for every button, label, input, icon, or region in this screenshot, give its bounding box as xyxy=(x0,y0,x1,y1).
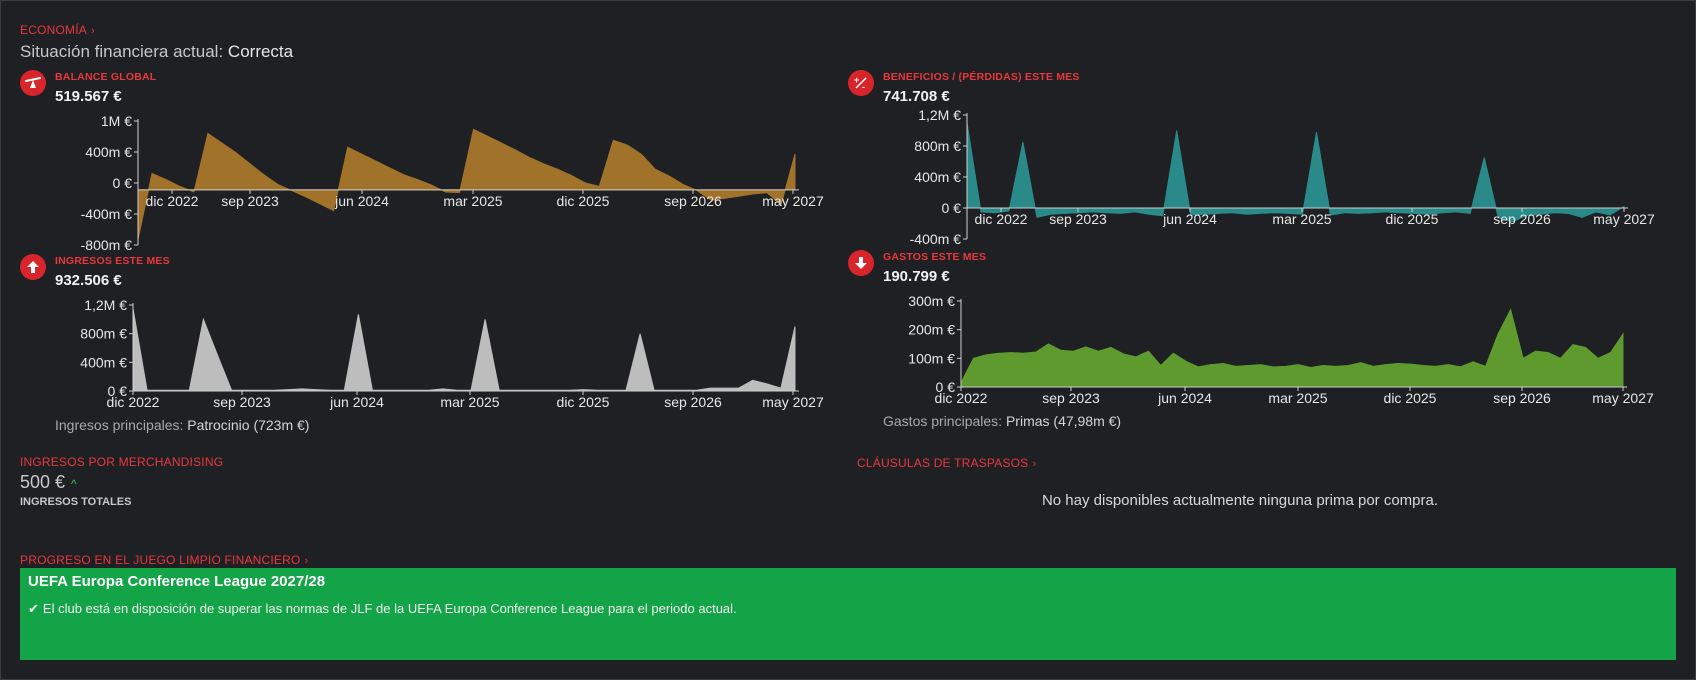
ffp-message: ✔ El club está en disposición de superar … xyxy=(28,601,737,616)
y-tick-label: 0 € xyxy=(108,383,128,399)
trend-up-icon: ^ xyxy=(71,477,77,491)
x-tick-label: dic 2022 xyxy=(107,394,160,410)
x-tick-label: sep 2023 xyxy=(1049,211,1107,227)
y-tick-label: 400m € xyxy=(80,354,127,370)
svg-text:-: - xyxy=(862,82,865,91)
x-tick-label: dic 2025 xyxy=(557,394,610,410)
x-tick-label: mar 2025 xyxy=(443,193,502,209)
y-tick-label: 400m € xyxy=(914,169,961,185)
y-tick-label: 0 € xyxy=(113,175,133,191)
chevron-right-icon: › xyxy=(1032,458,1037,470)
merchandising-value: 500 € ^ xyxy=(20,472,77,492)
x-tick-label: dic 2025 xyxy=(1386,211,1439,227)
plus-minus-icon: + - xyxy=(848,70,874,96)
series-area xyxy=(137,128,796,240)
x-tick-label: may 2027 xyxy=(762,394,824,410)
expenses-title: GASTOS ESTE MES xyxy=(883,251,987,263)
x-tick-label: mar 2025 xyxy=(440,394,499,410)
ffp-status-card: UEFA Europa Conference League 2027/28 ✔ E… xyxy=(20,568,1676,660)
expenses-note-value: Primas (47,98m €) xyxy=(1005,413,1122,429)
series-area xyxy=(132,308,796,392)
x-tick-label: dic 2022 xyxy=(146,193,199,209)
status-label: Situación financiera actual: xyxy=(20,42,224,61)
x-tick-label: may 2027 xyxy=(1593,211,1655,227)
x-tick-label: dic 2022 xyxy=(975,211,1028,227)
income-note-value: Patrocinio (723m €) xyxy=(187,417,310,433)
balance-value: 519.567 € xyxy=(55,88,122,105)
x-tick-label: dic 2022 xyxy=(935,390,988,406)
chevron-right-icon: › xyxy=(90,25,95,37)
income-value: 932.506 € xyxy=(55,272,122,289)
x-tick-label: may 2027 xyxy=(762,193,824,209)
svg-text:+: + xyxy=(854,75,859,85)
ffp-competition-title: UEFA Europa Conference League 2027/28 xyxy=(28,573,326,590)
y-tick-label: 1,2M € xyxy=(918,107,961,123)
profit-value: 741.708 € xyxy=(883,88,950,105)
y-tick-label: 800m € xyxy=(80,326,127,342)
y-tick-label: 0 € xyxy=(942,200,962,216)
transfer-clauses-link[interactable]: CLÁUSULAS DE TRASPASOS › xyxy=(857,456,1037,470)
x-tick-label: dic 2025 xyxy=(557,193,610,209)
arrow-up-icon xyxy=(20,254,46,280)
profit-title: BENEFICIOS / (PÉRDIDAS) ESTE MES xyxy=(883,71,1080,83)
y-tick-label: 400m € xyxy=(85,144,132,160)
chevron-right-icon: › xyxy=(304,555,309,567)
y-tick-label: -800m € xyxy=(81,237,133,253)
x-tick-label: sep 2026 xyxy=(1493,390,1551,406)
x-tick-label: sep 2026 xyxy=(664,394,722,410)
x-tick-label: mar 2025 xyxy=(1268,390,1327,406)
expenses-value: 190.799 € xyxy=(883,268,950,285)
arrow-down-icon xyxy=(848,250,874,276)
income-note-label: Ingresos principales: xyxy=(55,417,184,433)
y-tick-label: 100m € xyxy=(908,350,955,366)
y-tick-label: 0 € xyxy=(936,379,956,395)
x-tick-label: jun 2024 xyxy=(1157,390,1212,406)
x-tick-label: sep 2023 xyxy=(221,193,279,209)
x-tick-label: sep 2023 xyxy=(1042,390,1100,406)
merchandising-total-label: INGRESOS TOTALES xyxy=(20,496,132,508)
x-tick-label: may 2027 xyxy=(1592,390,1654,406)
balance-title: BALANCE GLOBAL xyxy=(55,71,157,83)
transfer-empty-message: No hay disponibles actualmente ninguna p… xyxy=(1041,492,1439,509)
income-main-note: Ingresos principales: Patrocinio (723m €… xyxy=(55,417,309,433)
check-icon: ✔ xyxy=(28,601,39,616)
x-tick-label: sep 2026 xyxy=(664,193,722,209)
balance-scale-icon xyxy=(20,70,46,96)
series-area xyxy=(960,308,1624,388)
y-tick-label: 800m € xyxy=(914,138,961,154)
series-area xyxy=(966,122,1625,223)
x-tick-label: jun 2024 xyxy=(1162,211,1217,227)
merchandising-link[interactable]: INGRESOS POR MERCHANDISING xyxy=(20,455,224,469)
ffp-progress-link[interactable]: PROGRESO EN EL JUEGO LIMPIO FINANCIERO › xyxy=(20,553,309,567)
expenses-main-note: Gastos principales: Primas (47,98m €) xyxy=(883,413,1121,429)
y-tick-label: 1,2M € xyxy=(84,297,127,313)
x-tick-label: sep 2023 xyxy=(213,394,271,410)
financial-status: Situación financiera actual: Correcta xyxy=(20,42,293,62)
x-tick-label: jun 2024 xyxy=(329,394,384,410)
x-tick-label: mar 2025 xyxy=(1272,211,1331,227)
expenses-note-label: Gastos principales: xyxy=(883,413,1003,429)
income-title: INGRESOS ESTE MES xyxy=(55,255,170,267)
economy-link[interactable]: ECONOMÍA › xyxy=(20,23,95,37)
x-tick-label: dic 2025 xyxy=(1384,390,1437,406)
y-tick-label: 1M € xyxy=(101,113,132,129)
y-tick-label: 300m € xyxy=(908,293,955,309)
x-tick-label: sep 2026 xyxy=(1493,211,1551,227)
y-tick-label: -400m € xyxy=(910,231,962,247)
x-tick-label: jun 2024 xyxy=(334,193,389,209)
y-tick-label: -400m € xyxy=(81,206,133,222)
status-value: Correcta xyxy=(227,42,294,61)
y-tick-label: 200m € xyxy=(908,322,955,338)
